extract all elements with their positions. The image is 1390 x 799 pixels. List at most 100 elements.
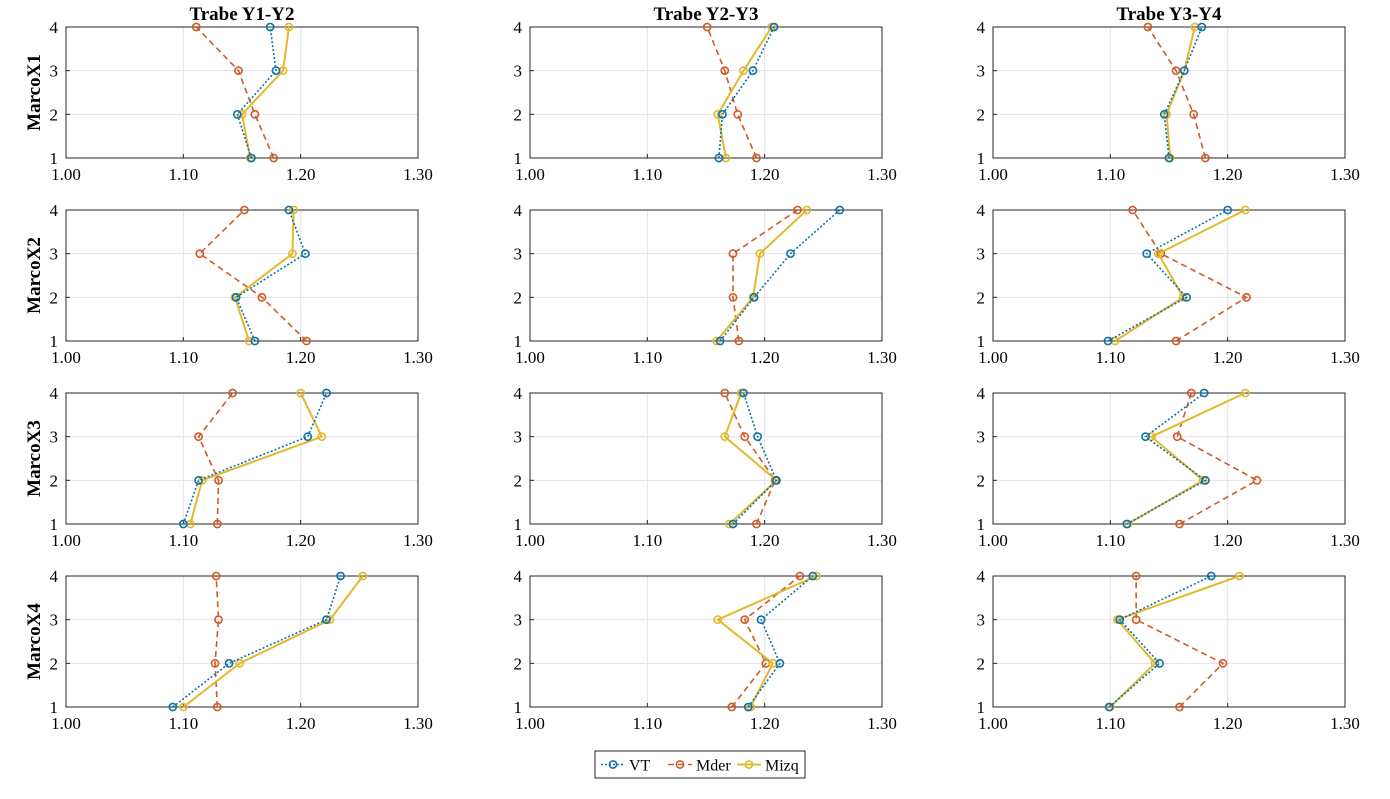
data-point-mder bbox=[1175, 519, 1184, 529]
data-point-mder bbox=[1200, 153, 1210, 163]
data-point-mder bbox=[1218, 658, 1228, 668]
series-line-mizq bbox=[240, 26, 290, 159]
axes-box bbox=[65, 209, 419, 342]
data-point-mder bbox=[269, 153, 279, 163]
data-point-mder bbox=[1172, 432, 1182, 442]
series-line-mizq bbox=[715, 575, 817, 708]
data-point-vt bbox=[284, 205, 294, 215]
data-point-vt bbox=[1223, 205, 1233, 215]
column-title: Trabe Y2-Y3 bbox=[653, 4, 758, 25]
data-point-vt bbox=[1155, 658, 1165, 668]
data-point-vt bbox=[1206, 571, 1216, 581]
series-line-vt bbox=[1108, 575, 1212, 708]
y-tick-label: 4 bbox=[977, 201, 986, 220]
legend-label-vt: VT bbox=[629, 758, 651, 775]
x-tick-label: 1.10 bbox=[1095, 348, 1125, 367]
plot-area bbox=[530, 576, 882, 707]
data-point-mder bbox=[752, 153, 761, 163]
x-tick-label: 1.00 bbox=[515, 714, 545, 733]
data-point-mder bbox=[1143, 22, 1153, 32]
x-tick-label: 1.10 bbox=[168, 165, 198, 184]
y-tick-label: 4 bbox=[50, 18, 59, 37]
data-point-vt bbox=[336, 571, 345, 581]
panel-marcox3-trabe-y1-y2: 1.00 1.10 1.20 1.30 1 2 3 4 bbox=[50, 384, 433, 550]
x-tick-label: 1.10 bbox=[632, 531, 662, 550]
y-tick-label: 1 bbox=[514, 698, 523, 717]
x-tick-label: 1.30 bbox=[403, 348, 433, 367]
data-point-mizq bbox=[244, 336, 254, 346]
legend-label-mizq: Mizq bbox=[765, 758, 799, 775]
data-point-mizq bbox=[720, 432, 730, 442]
series-line-vt bbox=[718, 26, 775, 159]
data-point-mder bbox=[740, 615, 750, 625]
series-line-mder bbox=[198, 209, 308, 342]
plot-area bbox=[530, 210, 882, 341]
data-point-mizq bbox=[317, 432, 327, 442]
data-point-mder bbox=[1189, 109, 1199, 119]
panel-marcox4-trabe-y3-y4: 1.00 1.10 1.20 1.30 1 2 3 4 bbox=[977, 567, 1360, 733]
x-tick-label: 1.00 bbox=[978, 714, 1008, 733]
data-point-mder bbox=[257, 292, 267, 302]
panel-marcox2-trabe-y3-y4: 1.00 1.10 1.20 1.30 1 2 3 4 bbox=[977, 201, 1360, 367]
x-tick-label: 1.00 bbox=[515, 531, 545, 550]
x-tick-label: 1.30 bbox=[867, 348, 897, 367]
y-tick-label: 2 bbox=[50, 105, 59, 124]
x-tick-label: 1.30 bbox=[1330, 165, 1360, 184]
data-point-mizq bbox=[802, 205, 812, 215]
x-tick-label: 1.10 bbox=[632, 714, 662, 733]
x-tick-label: 1.20 bbox=[750, 348, 780, 367]
data-point-vt bbox=[743, 702, 753, 712]
y-tick-label: 1 bbox=[977, 149, 986, 168]
y-tick-label: 2 bbox=[977, 288, 986, 307]
data-point-mizq bbox=[739, 66, 748, 76]
y-tick-label: 2 bbox=[977, 471, 986, 490]
data-point-vt bbox=[1115, 615, 1125, 625]
data-point-vt bbox=[728, 519, 738, 529]
data-point-vt bbox=[322, 615, 331, 625]
y-tick-label: 3 bbox=[514, 62, 523, 81]
panel-marcox4-trabe-y2-y3: 1.00 1.10 1.20 1.30 1 2 3 4 bbox=[514, 567, 897, 733]
y-tick-label: 4 bbox=[514, 18, 523, 37]
data-point-vt bbox=[739, 388, 748, 398]
series-line-vt bbox=[1126, 392, 1207, 525]
y-tick-label: 4 bbox=[50, 567, 59, 586]
x-tick-label: 1.20 bbox=[1213, 531, 1243, 550]
data-point-mder bbox=[302, 336, 311, 346]
data-point-vt bbox=[769, 22, 779, 32]
x-tick-label: 1.00 bbox=[51, 714, 81, 733]
data-point-mder bbox=[228, 388, 238, 398]
data-point-mder bbox=[795, 571, 805, 581]
x-tick-label: 1.10 bbox=[1095, 531, 1125, 550]
data-point-mizq bbox=[235, 658, 245, 668]
x-tick-label: 1.20 bbox=[750, 714, 780, 733]
data-point-vt bbox=[300, 249, 310, 259]
data-point-mizq bbox=[1240, 205, 1250, 215]
series-line-mizq bbox=[1109, 575, 1240, 708]
series-line-mizq bbox=[1165, 26, 1196, 159]
data-point-mder bbox=[195, 249, 205, 259]
data-point-mder bbox=[1186, 388, 1196, 398]
x-tick-label: 1.30 bbox=[403, 714, 433, 733]
x-tick-label: 1.30 bbox=[1330, 348, 1360, 367]
data-point-mder bbox=[214, 615, 223, 625]
x-tick-label: 1.30 bbox=[867, 714, 897, 733]
y-tick-label: 4 bbox=[514, 201, 523, 220]
series-line-mizq bbox=[716, 26, 773, 159]
x-tick-label: 1.00 bbox=[515, 348, 545, 367]
y-tick-label: 1 bbox=[50, 332, 59, 351]
plot-area bbox=[993, 210, 1345, 341]
data-point-vt bbox=[1103, 336, 1113, 346]
series-line-mizq bbox=[723, 392, 778, 525]
x-tick-label: 1.30 bbox=[867, 165, 897, 184]
data-point-vt bbox=[808, 571, 818, 581]
x-tick-label: 1.30 bbox=[1330, 714, 1360, 733]
panel-marcox2-trabe-y1-y2: 1.00 1.10 1.20 1.30 1 2 3 4 bbox=[50, 201, 433, 367]
series-line-vt bbox=[235, 209, 307, 342]
data-point-mizq bbox=[237, 109, 247, 119]
x-tick-label: 1.00 bbox=[51, 165, 81, 184]
data-point-vt bbox=[715, 336, 725, 346]
data-point-mder bbox=[234, 66, 243, 76]
data-point-vt bbox=[178, 519, 188, 529]
series-line-vt bbox=[719, 209, 841, 342]
